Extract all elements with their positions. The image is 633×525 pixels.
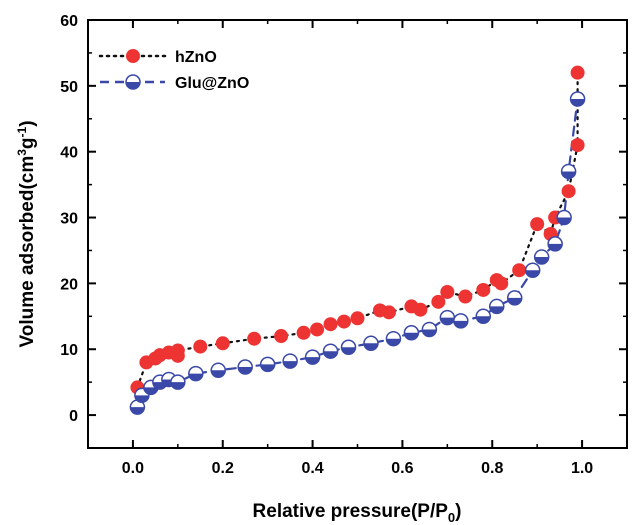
data-point-hzno: [310, 322, 325, 337]
data-point-hzno: [458, 289, 473, 304]
y-tick-label: 30: [60, 211, 78, 228]
data-point-hzno: [530, 217, 545, 232]
x-tick-label: 1.0: [571, 460, 593, 477]
data-point-hzno: [215, 336, 230, 351]
data-point-gluzno: [453, 313, 469, 329]
series-line-0: [136, 71, 579, 389]
data-point-gluzno: [322, 343, 339, 359]
y-tick-label: 50: [60, 79, 78, 96]
data-point-gluzno: [560, 163, 577, 180]
data-point-hzno: [570, 65, 585, 80]
data-point-hzno: [170, 348, 185, 363]
legend-label-hzno: hZnO: [175, 49, 217, 66]
tick-marks: [87, 19, 628, 448]
data-point-gluzno: [385, 330, 402, 347]
x-tick-label: 0.0: [122, 460, 144, 477]
data-point-hzno: [337, 314, 352, 329]
data-point-hzno: [381, 305, 396, 320]
y-axis-title: Volume adsorbed(cm3g-1): [15, 120, 38, 347]
legend-marker-gluzno: [125, 74, 141, 90]
data-point-hzno: [296, 325, 311, 340]
data-point-gluzno: [210, 362, 227, 379]
data-point-hzno: [431, 294, 446, 309]
data-point-gluzno: [170, 374, 186, 390]
data-point-hzno: [561, 184, 576, 199]
data-point-gluzno: [488, 298, 505, 315]
y-tick-label: 60: [60, 13, 78, 30]
data-point-hzno: [413, 302, 428, 317]
series-line-1: [136, 97, 579, 409]
x-tick-label: 0.4: [301, 460, 323, 477]
data-point-gluzno: [439, 309, 456, 326]
data-point-gluzno: [524, 262, 541, 278]
data-point-hzno: [512, 263, 527, 278]
series-lines: [136, 71, 579, 409]
x-tick-label: 0.8: [481, 460, 503, 477]
data-point-gluzno: [547, 236, 563, 252]
data-point-hzno: [350, 311, 365, 326]
y-tick-label: 10: [60, 342, 78, 359]
data-point-gluzno: [282, 353, 298, 369]
data-point-gluzno: [556, 209, 572, 226]
legend-marker-hzno: [126, 49, 140, 63]
y-tick-label: 0: [69, 408, 78, 425]
data-point-hzno: [274, 329, 289, 344]
data-point-hzno: [476, 282, 491, 297]
data-point-gluzno: [129, 399, 146, 415]
data-point-hzno: [247, 331, 262, 346]
data-point-gluzno: [340, 339, 357, 356]
data-point-hzno: [193, 339, 208, 354]
data-point-gluzno: [304, 349, 321, 365]
y-tick-label: 40: [60, 145, 78, 162]
data-point-hzno: [323, 317, 338, 332]
series-points: [129, 65, 586, 415]
data-point-gluzno: [506, 290, 523, 306]
x-axis-title: Relative pressure(P/P0): [253, 501, 462, 525]
data-point-hzno: [440, 284, 455, 299]
x-tick-label: 0.2: [212, 460, 234, 477]
data-point-gluzno: [475, 308, 492, 325]
data-point-gluzno: [569, 91, 586, 107]
x-tick-label: 0.6: [391, 460, 413, 477]
data-point-gluzno: [421, 321, 438, 338]
data-point-hzno: [570, 138, 585, 153]
data-point-gluzno: [188, 365, 204, 382]
data-point-hzno: [494, 276, 509, 291]
data-point-gluzno: [237, 359, 253, 375]
legend: hZnO Glu@ZnO: [98, 49, 249, 92]
y-tick-label: 20: [60, 276, 78, 293]
legend-label-gluzno: Glu@ZnO: [175, 75, 249, 92]
data-point-gluzno: [363, 335, 379, 352]
data-point-gluzno: [259, 356, 276, 373]
data-point-gluzno: [533, 249, 550, 265]
data-point-gluzno: [403, 325, 420, 341]
